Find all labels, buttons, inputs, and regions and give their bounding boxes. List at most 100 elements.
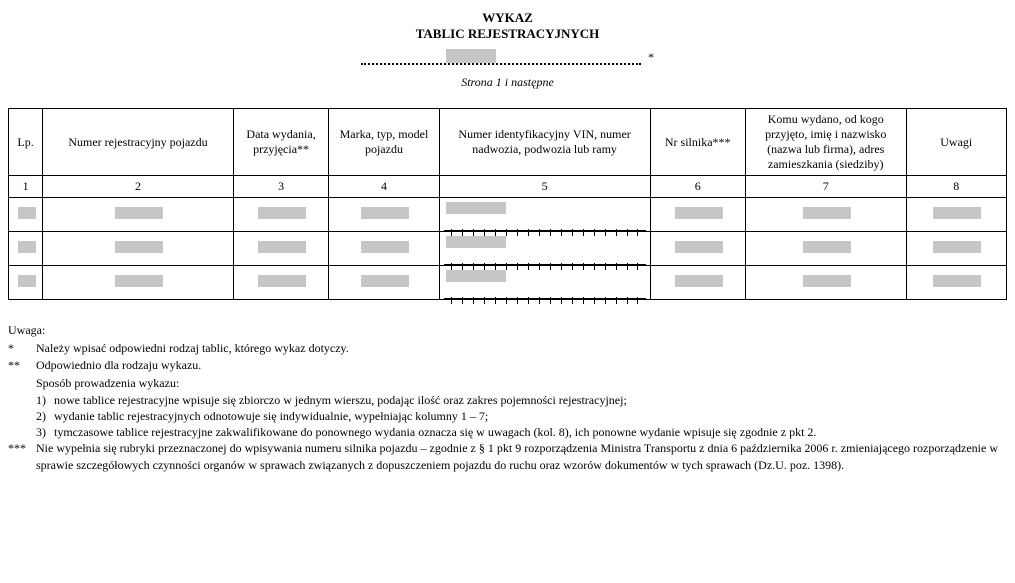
table-cell [906, 266, 1006, 300]
asterisk-marker: * [648, 50, 654, 65]
table-cell [650, 232, 745, 266]
table-cell [650, 198, 745, 232]
col-num-8: 8 [906, 176, 1006, 198]
table-cell [439, 198, 650, 232]
col-header-issued-to: Komu wydano, od kogo przyjęto, imię i na… [745, 109, 906, 176]
placeholder-box [258, 275, 306, 287]
col-num-2: 2 [43, 176, 234, 198]
col-header-engine: Nr silnika*** [650, 109, 745, 176]
table-cell [329, 266, 439, 300]
placeholder-box [115, 275, 163, 287]
note-item: ***Nie wypełnia się rubryki przeznaczone… [8, 440, 1007, 472]
col-num-5: 5 [439, 176, 650, 198]
note-mark: * [8, 340, 36, 356]
note-text: Sposób prowadzenia wykazu: [36, 375, 1007, 391]
note-text: Należy wpisać odpowiedni rodzaj tablic, … [36, 340, 1007, 356]
table-header-row: Lp. Numer rejestracyjny pojazdu Data wyd… [9, 109, 1007, 176]
note-subitem: 2)wydanie tablic rejestracyjnych odnotow… [8, 408, 1007, 424]
col-header-date: Data wydania, przyjęcia** [233, 109, 328, 176]
note-text: Nie wypełnia się rubryki przeznaczonej d… [36, 440, 1007, 472]
table-cell [439, 232, 650, 266]
table-cell [233, 198, 328, 232]
placeholder-box [446, 49, 496, 63]
placeholder-box [18, 241, 36, 253]
table-cell [9, 266, 43, 300]
table-cell [233, 232, 328, 266]
placeholder-box [446, 270, 506, 282]
notes-heading: Uwaga: [8, 322, 1007, 338]
table-body [9, 198, 1007, 300]
notes-body: *Należy wpisać odpowiedni rodzaj tablic,… [8, 340, 1007, 473]
dotted-input-line [361, 51, 641, 65]
col-num-6: 6 [650, 176, 745, 198]
page-label: Strona 1 i następne [8, 75, 1007, 90]
note-mark: ** [8, 357, 36, 373]
placeholder-box [933, 275, 981, 287]
table-cell [906, 232, 1006, 266]
placeholder-box [115, 207, 163, 219]
note-sub-number: 2) [36, 408, 54, 424]
col-num-1: 1 [9, 176, 43, 198]
table-column-number-row: 1 2 3 4 5 6 7 8 [9, 176, 1007, 198]
note-item: *Należy wpisać odpowiedni rodzaj tablic,… [8, 340, 1007, 356]
note-mark: *** [8, 440, 36, 472]
type-fill-line: * [8, 50, 1007, 65]
title-line-2: TABLIC REJESTRACYJNYCH [8, 26, 1007, 42]
placeholder-box [933, 241, 981, 253]
note-text: wydanie tablic rejestracyjnych odnotowuj… [54, 409, 488, 423]
col-header-make: Marka, typ, model pojazdu [329, 109, 439, 176]
registration-table: Lp. Numer rejestracyjny pojazdu Data wyd… [8, 108, 1007, 300]
placeholder-box [446, 236, 506, 248]
table-cell [43, 198, 234, 232]
col-header-vin: Numer identyfikacyjny VIN, numer nadwozi… [439, 109, 650, 176]
table-row [9, 266, 1007, 300]
note-subitem: 1)nowe tablice rejestracyjne wpisuje się… [8, 392, 1007, 408]
table-cell [43, 266, 234, 300]
table-cell [650, 266, 745, 300]
note-text: tymczasowe tablice rejestracyjne zakwali… [54, 425, 816, 439]
placeholder-box [803, 207, 851, 219]
placeholder-box [18, 275, 36, 287]
placeholder-box [361, 207, 409, 219]
table-cell [9, 198, 43, 232]
placeholder-box [18, 207, 36, 219]
table-row [9, 232, 1007, 266]
placeholder-box [361, 241, 409, 253]
table-cell [329, 198, 439, 232]
table-cell [9, 232, 43, 266]
placeholder-box [258, 241, 306, 253]
col-num-3: 3 [233, 176, 328, 198]
note-item: **Odpowiednio dla rodzaju wykazu. [8, 357, 1007, 373]
col-header-remarks: Uwagi [906, 109, 1006, 176]
table-cell [906, 198, 1006, 232]
note-subitem: 3)tymczasowe tablice rejestracyjne zakwa… [8, 424, 1007, 440]
placeholder-box [675, 241, 723, 253]
table-cell [745, 198, 906, 232]
note-sub-number: 1) [36, 392, 54, 408]
table-cell [745, 266, 906, 300]
vin-tick-marks [444, 289, 646, 299]
col-num-4: 4 [329, 176, 439, 198]
note-text: Odpowiednio dla rodzaju wykazu. [36, 357, 1007, 373]
placeholder-box [803, 275, 851, 287]
table-cell [745, 232, 906, 266]
note-item: Sposób prowadzenia wykazu: [8, 375, 1007, 391]
table-cell [233, 266, 328, 300]
placeholder-box [361, 275, 409, 287]
placeholder-box [446, 202, 506, 214]
table-cell [329, 232, 439, 266]
table-cell [439, 266, 650, 300]
placeholder-box [258, 207, 306, 219]
placeholder-box [933, 207, 981, 219]
note-mark [8, 375, 36, 391]
note-text: nowe tablice rejestracyjne wpisuje się z… [54, 393, 627, 407]
vin-tick-marks [444, 255, 646, 265]
document-header: WYKAZ TABLIC REJESTRACYJNYCH [8, 10, 1007, 42]
table-row [9, 198, 1007, 232]
col-header-reg-number: Numer rejestracyjny pojazdu [43, 109, 234, 176]
col-header-lp: Lp. [9, 109, 43, 176]
placeholder-box [675, 207, 723, 219]
title-line-1: WYKAZ [8, 10, 1007, 26]
notes-section: Uwaga: *Należy wpisać odpowiedni rodzaj … [8, 322, 1007, 473]
placeholder-box [115, 241, 163, 253]
